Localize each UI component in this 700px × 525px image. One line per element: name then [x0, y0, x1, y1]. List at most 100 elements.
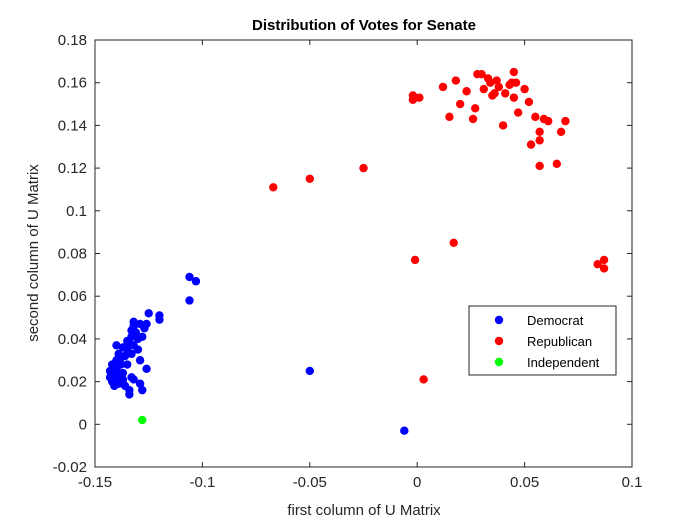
data-point-republican	[359, 163, 368, 173]
data-point-democrat	[142, 364, 151, 373]
data-point-republican	[415, 93, 424, 102]
data-point-democrat	[155, 315, 164, 324]
data-point-democrat	[138, 385, 147, 395]
data-point-republican	[486, 78, 495, 87]
data-point-republican	[593, 259, 602, 269]
data-point-republican	[526, 140, 536, 149]
data-point-republican	[501, 89, 510, 98]
data-point-republican	[561, 116, 570, 126]
data-point-republican	[599, 255, 609, 265]
data-point-republican	[535, 136, 544, 145]
axis-ticks: -0.15 -0.1 -0.05 0 0.05 0.1 -0.02 0 0.02 0.04 0.06…	[53, 32, 643, 491]
y-tick-label: 0.18	[58, 32, 87, 49]
data-point-democrat	[400, 426, 409, 435]
data-point-democrat	[118, 368, 128, 378]
chart-title: Distribution of Votes for Senate	[252, 17, 476, 34]
data-point-independent	[138, 415, 147, 425]
data-point-democrat	[112, 341, 121, 350]
data-point-republican	[455, 99, 465, 109]
data-point-democrat	[127, 349, 136, 359]
series-independent	[138, 415, 147, 425]
legend-label-republican: Republican	[527, 334, 592, 349]
data-point-democrat	[138, 332, 147, 341]
data-point-republican	[445, 112, 454, 122]
data-point-republican	[520, 84, 529, 94]
data-point-democrat	[185, 296, 194, 305]
data-point-democrat	[123, 360, 132, 369]
y-tick-label: -0.02	[53, 459, 87, 476]
data-point-republican	[556, 127, 566, 137]
data-point-democrat	[185, 272, 194, 282]
data-point-democrat	[191, 277, 201, 286]
data-point-republican	[524, 97, 534, 107]
data-point-republican	[305, 174, 314, 183]
x-axis-label: first column of U Matrix	[287, 502, 441, 519]
y-axis-label: second column of U Matrix	[25, 164, 42, 342]
x-tick-label: -0.1	[189, 474, 215, 491]
data-point-republican	[479, 84, 488, 94]
series-republican	[269, 67, 609, 384]
data-point-republican	[451, 76, 461, 85]
legend-marker-republican	[494, 336, 504, 346]
x-tick-label: 0.05	[510, 474, 539, 491]
data-points	[105, 67, 609, 435]
data-point-republican	[599, 264, 609, 273]
data-point-republican	[511, 78, 521, 87]
data-point-republican	[535, 127, 544, 137]
data-point-republican	[494, 82, 504, 92]
data-point-republican	[269, 183, 278, 192]
data-point-republican	[544, 116, 553, 126]
data-point-republican	[468, 114, 478, 124]
legend-marker-independent	[494, 357, 504, 367]
data-point-democrat	[120, 351, 130, 361]
data-point-republican	[531, 112, 540, 122]
y-tick-label: 0.1	[66, 203, 87, 220]
legend-box	[468, 305, 617, 376]
data-point-democrat	[129, 375, 138, 384]
y-tick-label: 0.04	[58, 331, 87, 348]
y-tick-label: 0.02	[58, 374, 87, 391]
data-point-democrat	[129, 321, 138, 331]
data-point-republican	[535, 161, 544, 171]
data-point-democrat	[142, 319, 151, 329]
y-tick-label: 0.08	[58, 246, 87, 263]
x-tick-label: 0.1	[622, 474, 643, 491]
data-point-republican	[490, 89, 499, 98]
data-point-republican	[462, 87, 471, 96]
legend-marker-democrat	[494, 315, 504, 325]
y-tick-label: 0.14	[58, 117, 87, 134]
data-point-republican	[492, 76, 501, 85]
y-tick-label: 0.06	[58, 288, 87, 305]
y-tick-label: 0	[79, 416, 87, 433]
legend: Democrat Republican Independent	[468, 305, 617, 376]
data-point-democrat	[135, 356, 145, 365]
y-tick-label: 0.16	[58, 75, 87, 92]
data-point-republican	[509, 93, 519, 102]
data-point-democrat	[116, 360, 125, 369]
data-point-democrat	[305, 366, 314, 376]
data-point-democrat	[135, 379, 145, 388]
x-tick-label: -0.05	[293, 474, 327, 491]
data-point-democrat	[144, 309, 153, 318]
data-point-republican	[477, 69, 486, 79]
data-point-republican	[509, 67, 519, 77]
data-point-republican	[449, 238, 458, 248]
legend-label-democrat: Democrat	[527, 313, 584, 328]
data-point-democrat	[133, 345, 143, 354]
data-point-democrat	[131, 328, 141, 337]
data-point-republican	[408, 95, 418, 104]
data-point-republican	[498, 121, 508, 130]
legend-label-independent: Independent	[527, 355, 600, 370]
plot-area	[94, 39, 633, 468]
data-point-republican	[513, 108, 523, 117]
x-tick-label: 0	[413, 474, 421, 491]
x-tick-label: -0.15	[78, 474, 112, 491]
series-democrat	[105, 272, 409, 435]
data-point-democrat	[118, 375, 128, 384]
data-point-republican	[552, 159, 562, 169]
data-point-democrat	[125, 385, 134, 395]
data-point-republican	[438, 82, 448, 92]
data-point-republican	[470, 104, 480, 113]
y-tick-label: 0.12	[58, 160, 87, 177]
